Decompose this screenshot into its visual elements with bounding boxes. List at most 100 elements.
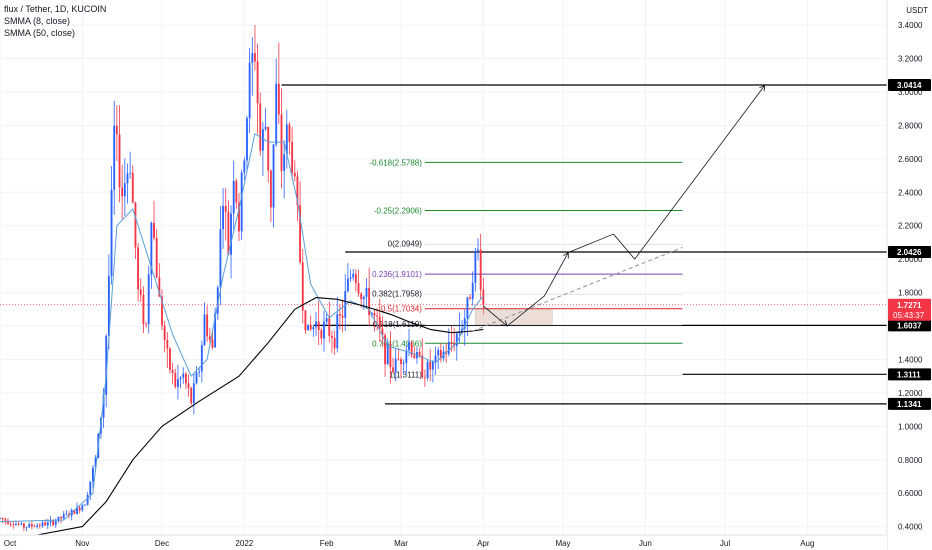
candle-body xyxy=(195,372,198,384)
price-tick-label: 3.0000 xyxy=(898,88,923,97)
candle-body xyxy=(264,126,267,130)
candle-body xyxy=(25,527,28,528)
current-price-label: 1.7271 xyxy=(897,301,922,310)
candle-body xyxy=(227,211,230,255)
candle-body xyxy=(323,321,325,339)
legend-smma-fast[interactable]: SMMA (8, close) xyxy=(4,16,71,26)
smma-fast-line xyxy=(0,133,484,523)
candle-body xyxy=(482,289,485,306)
candle-body xyxy=(158,277,161,297)
projection-arrowhead xyxy=(563,251,569,259)
candle-body xyxy=(22,523,25,528)
candle-body xyxy=(131,172,134,203)
candle-body xyxy=(211,339,214,348)
candle-body xyxy=(447,342,450,354)
time-tick-label: 2022 xyxy=(235,539,253,548)
candle-body xyxy=(275,83,278,145)
candle-body xyxy=(256,61,259,104)
price-tick-label: 1.2000 xyxy=(898,389,923,398)
candle-body xyxy=(352,273,355,278)
time-axis-bg xyxy=(0,535,887,550)
fib-level-label: 0(2.0949) xyxy=(388,239,423,248)
candle-body xyxy=(439,350,442,359)
candle-body xyxy=(261,129,264,151)
candle-body xyxy=(240,172,243,232)
candle-body xyxy=(174,372,177,387)
candle-body xyxy=(267,126,270,171)
candle-body xyxy=(198,371,201,373)
legend-smma-slow[interactable]: SMMA (50, close) xyxy=(4,28,76,38)
legend-symbol[interactable]: flux / Tether, 1D, KUCOIN xyxy=(4,4,107,14)
candle-body xyxy=(408,342,410,351)
candle-body xyxy=(126,173,129,184)
candle-body xyxy=(94,457,97,468)
candle-body xyxy=(208,336,211,340)
candle-body xyxy=(455,333,458,346)
candle-body xyxy=(288,124,291,142)
candle-body xyxy=(272,144,275,208)
candle-body xyxy=(216,287,219,314)
time-tick-label: Apr xyxy=(477,539,490,548)
candle-body xyxy=(429,361,432,370)
price-tick-label: 0.8000 xyxy=(898,456,923,465)
time-tick-label: Jun xyxy=(639,539,652,548)
level-price-badge-label: 1.6037 xyxy=(897,321,922,330)
candle-body xyxy=(461,328,464,332)
current-price-badge xyxy=(888,298,931,321)
candle-body xyxy=(41,522,44,526)
price-tick-label: 1.0000 xyxy=(898,422,923,431)
candle-body xyxy=(65,513,68,515)
projection-drawings[interactable] xyxy=(472,84,766,332)
projection-segment xyxy=(506,295,545,327)
candle-body xyxy=(349,277,352,279)
candle-body xyxy=(219,229,222,288)
candle-body xyxy=(344,291,347,318)
candle-body xyxy=(389,344,392,368)
candle-body xyxy=(142,294,145,324)
candle-body xyxy=(134,202,137,248)
level-price-badge-label: 3.0414 xyxy=(897,81,922,90)
candle-body xyxy=(206,314,209,337)
candle-body xyxy=(357,282,360,294)
candle-body xyxy=(33,526,36,528)
projection-segment xyxy=(568,233,614,253)
time-tick-label: Mar xyxy=(394,539,408,548)
candle-body xyxy=(293,172,296,177)
fib-retracement[interactable]: -0.618(2.5788) -0.25(2.2906) 0(2.0949) 0.23… xyxy=(369,158,683,379)
time-axis[interactable]: Oct Nov Dec 2022 Feb Mar Apr May Jun Jul Aug xyxy=(0,534,887,550)
time-tick-label: Feb xyxy=(320,539,334,548)
candle-body xyxy=(155,238,158,278)
time-tick-label: Dec xyxy=(155,539,169,548)
price-axis-unit: USDT xyxy=(906,6,928,15)
candle-body xyxy=(161,296,163,326)
candle-body xyxy=(315,321,317,328)
candle-body xyxy=(368,287,371,316)
price-tick-label: 0.6000 xyxy=(898,489,923,498)
candle-body xyxy=(49,520,52,523)
candle-body xyxy=(238,202,240,232)
candle-body xyxy=(78,507,81,511)
candle-body xyxy=(145,323,147,325)
candle-body xyxy=(384,335,387,365)
candle-body xyxy=(110,189,113,276)
price-axis[interactable]: USDT 3.4000 3.2000 3.0000 2.8000 2.6000 2.4000… xyxy=(886,0,932,550)
candle-body xyxy=(9,523,12,525)
candle-body xyxy=(426,361,429,379)
candle-body xyxy=(325,318,328,322)
candle-body xyxy=(102,394,105,418)
candle-body xyxy=(477,249,479,251)
candle-body xyxy=(373,312,376,316)
candle-body xyxy=(4,519,7,521)
candle-body xyxy=(12,524,15,526)
candle-body xyxy=(92,467,94,482)
candle-body xyxy=(28,524,31,528)
candle-body xyxy=(346,278,349,292)
candle-body xyxy=(44,522,47,526)
candle-body xyxy=(362,296,365,300)
candle-body xyxy=(402,362,405,364)
candle-body xyxy=(341,315,344,318)
candle-body xyxy=(307,324,309,331)
candle-body xyxy=(463,318,466,329)
